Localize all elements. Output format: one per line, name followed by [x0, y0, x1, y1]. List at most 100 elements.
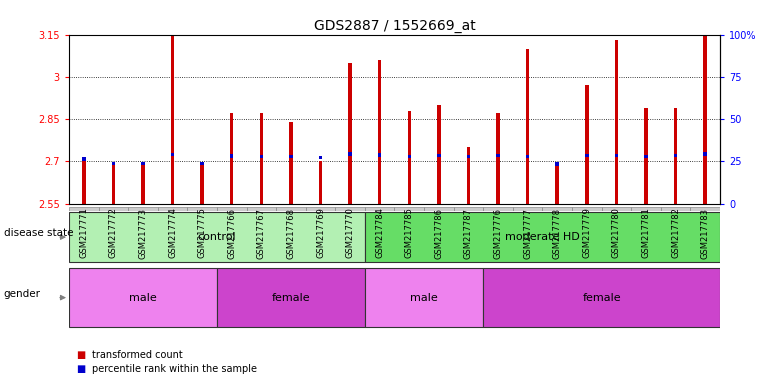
FancyBboxPatch shape: [661, 207, 690, 211]
Text: GSM217778: GSM217778: [553, 208, 561, 258]
Bar: [614, 154, 618, 157]
Text: ■: ■: [77, 364, 86, 374]
FancyBboxPatch shape: [217, 207, 247, 211]
Bar: [496, 113, 500, 204]
Bar: [703, 152, 707, 156]
Bar: [289, 122, 293, 204]
Text: disease state: disease state: [4, 228, 74, 238]
FancyBboxPatch shape: [99, 207, 128, 211]
Bar: [526, 49, 529, 204]
FancyBboxPatch shape: [365, 207, 394, 211]
Text: GSM217786: GSM217786: [434, 208, 444, 258]
Bar: [644, 155, 648, 159]
Text: female: female: [582, 293, 621, 303]
FancyBboxPatch shape: [394, 207, 424, 211]
Text: GSM217780: GSM217780: [612, 208, 621, 258]
FancyBboxPatch shape: [690, 207, 720, 211]
Bar: [378, 153, 381, 157]
Bar: [585, 154, 588, 157]
Text: gender: gender: [4, 289, 41, 299]
FancyBboxPatch shape: [276, 207, 306, 211]
Text: GSM217767: GSM217767: [257, 208, 266, 258]
Text: GSM217775: GSM217775: [198, 208, 207, 258]
Bar: [674, 108, 677, 204]
Text: GSM217777: GSM217777: [523, 208, 532, 258]
FancyBboxPatch shape: [69, 212, 365, 262]
FancyBboxPatch shape: [247, 207, 276, 211]
FancyBboxPatch shape: [69, 207, 99, 211]
Text: GSM217782: GSM217782: [671, 208, 680, 258]
Bar: [466, 147, 470, 204]
FancyBboxPatch shape: [188, 207, 217, 211]
Bar: [112, 164, 115, 204]
FancyBboxPatch shape: [453, 207, 483, 211]
Text: GSM217766: GSM217766: [228, 208, 236, 258]
Bar: [230, 113, 234, 204]
Text: GSM217771: GSM217771: [79, 208, 88, 258]
FancyBboxPatch shape: [365, 268, 483, 327]
Bar: [349, 152, 352, 156]
Text: male: male: [411, 293, 438, 303]
Text: GSM217772: GSM217772: [109, 208, 118, 258]
FancyBboxPatch shape: [631, 207, 661, 211]
Text: GDS2887 / 1552669_at: GDS2887 / 1552669_at: [313, 19, 476, 33]
FancyBboxPatch shape: [69, 268, 217, 327]
Bar: [319, 156, 322, 159]
Bar: [201, 164, 204, 204]
Bar: [555, 164, 559, 204]
FancyBboxPatch shape: [572, 207, 601, 211]
Bar: [260, 113, 263, 204]
Text: male: male: [129, 293, 157, 303]
Bar: [171, 35, 175, 204]
Bar: [141, 164, 145, 204]
Bar: [437, 154, 440, 157]
Bar: [496, 154, 500, 157]
Bar: [703, 35, 707, 204]
Bar: [230, 154, 234, 157]
Bar: [349, 63, 352, 204]
FancyBboxPatch shape: [158, 207, 188, 211]
Bar: [82, 161, 86, 204]
Text: percentile rank within the sample: percentile rank within the sample: [92, 364, 257, 374]
Text: GSM217779: GSM217779: [582, 208, 591, 258]
Text: GSM217776: GSM217776: [493, 208, 502, 258]
Bar: [437, 105, 440, 204]
Bar: [319, 161, 322, 204]
Bar: [466, 155, 470, 159]
Bar: [141, 162, 145, 165]
Text: GSM217783: GSM217783: [701, 208, 710, 258]
Bar: [82, 157, 86, 161]
Text: GSM217773: GSM217773: [139, 208, 147, 258]
Bar: [112, 162, 115, 165]
Text: GSM217785: GSM217785: [404, 208, 414, 258]
Text: female: female: [272, 293, 310, 303]
Bar: [614, 40, 618, 204]
Text: ■: ■: [77, 350, 86, 360]
Text: GSM217770: GSM217770: [345, 208, 355, 258]
Text: GSM217787: GSM217787: [464, 208, 473, 258]
FancyBboxPatch shape: [336, 207, 365, 211]
Text: transformed count: transformed count: [92, 350, 182, 360]
Bar: [201, 162, 204, 165]
Bar: [289, 155, 293, 159]
Bar: [526, 155, 529, 159]
Text: GSM217769: GSM217769: [316, 208, 325, 258]
FancyBboxPatch shape: [217, 268, 365, 327]
FancyBboxPatch shape: [306, 207, 336, 211]
FancyBboxPatch shape: [483, 268, 720, 327]
Text: moderate HD: moderate HD: [505, 232, 580, 242]
Text: GSM217781: GSM217781: [642, 208, 650, 258]
Bar: [585, 85, 588, 204]
FancyBboxPatch shape: [542, 207, 572, 211]
Text: GSM217774: GSM217774: [168, 208, 177, 258]
Bar: [408, 155, 411, 159]
FancyBboxPatch shape: [483, 207, 513, 211]
Bar: [408, 111, 411, 204]
Bar: [555, 162, 559, 166]
FancyBboxPatch shape: [365, 212, 720, 262]
FancyBboxPatch shape: [601, 207, 631, 211]
Text: GSM217784: GSM217784: [375, 208, 385, 258]
Bar: [378, 60, 381, 204]
Text: GSM217768: GSM217768: [286, 208, 296, 258]
FancyBboxPatch shape: [513, 207, 542, 211]
